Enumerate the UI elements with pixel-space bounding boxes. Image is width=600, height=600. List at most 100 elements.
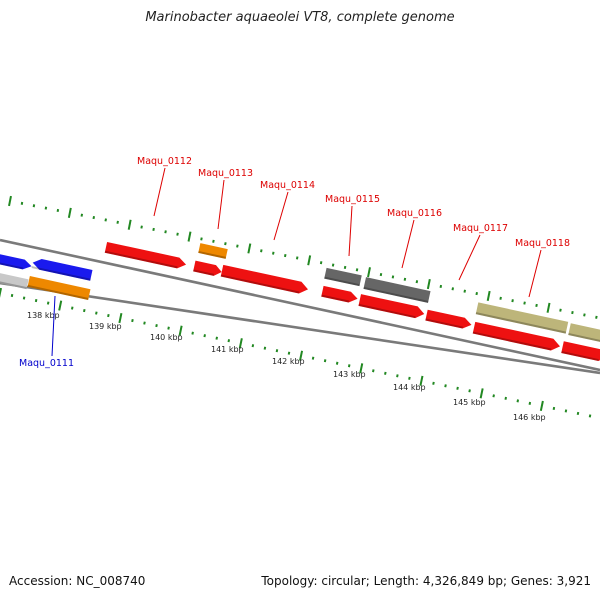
gene-arrow[interactable] [475,302,569,334]
tick-mark-lower-minor [347,364,351,368]
tick-mark-upper-minor [200,237,203,241]
tick-mark-lower-minor [552,406,556,410]
tick-mark-upper-major [546,302,551,313]
tick-mark-upper-major [8,195,12,207]
backbone-line-top [0,238,600,372]
tick-label: 145 kbp [453,398,486,407]
gene-arrow-shade [31,266,91,281]
tick-mark-upper-minor [391,275,395,279]
tick-label: 140 kbp [150,333,183,342]
tick-label: 138 kbp [27,311,60,320]
tick-label: 144 kbp [393,383,426,392]
tick-mark-upper-minor [20,201,24,205]
gene-label[interactable]: Maqu_0115 [325,194,380,205]
tick-mark-upper-major [187,231,192,242]
accession-text: Accession: NC_008740 [9,574,146,588]
tick-mark-lower-major [299,350,304,361]
tick-mark-lower-minor [384,371,387,375]
tick-mark-lower-minor [576,411,580,415]
gene-arrow-body [193,260,222,276]
gene-arrow-shade [220,274,300,294]
gene-arrow[interactable] [321,285,359,304]
tick-mark-lower-minor [203,334,206,338]
gene-arrow-shade [27,284,89,300]
gene-arrow[interactable] [104,241,187,270]
tick-mark-lower-major [0,287,2,298]
tick-mark-lower-minor [396,374,399,378]
tick-mark-lower-major [178,325,183,336]
tick-mark-upper-minor [260,249,263,253]
gene-arrow[interactable] [27,276,91,300]
tick-mark-upper-minor [104,218,107,222]
gene-arrow[interactable] [358,294,425,320]
tick-mark-upper-minor [343,265,347,270]
gene-label[interactable]: Maqu_0113 [198,168,253,179]
gene-arrow-body [0,252,32,270]
gene-arrow-body [0,270,29,290]
gene-arrow-shade [425,318,463,329]
gene-arrow-body [358,294,425,319]
tick-mark-lower-minor [372,369,375,373]
tick-mark-upper-minor [511,299,514,303]
gene-arrow-body [561,341,600,362]
gene-arrow[interactable] [561,341,600,362]
gene-label[interactable]: Maqu_0112 [137,156,192,167]
gene-label[interactable]: Maqu_0114 [260,180,315,191]
tick-mark-upper-minor [571,310,574,315]
tick-mark-lower-minor [215,336,219,340]
tick-mark-lower-minor [22,296,26,300]
gene-arrow[interactable] [472,321,562,352]
tick-mark-lower-minor [564,409,568,413]
tick-mark-upper-minor [379,272,383,277]
gene-arrow[interactable] [425,309,472,330]
gene-arrow-shade [324,276,360,287]
tick-mark-upper-minor [463,289,466,293]
tick-mark-lower-minor [227,339,231,343]
gene-arrow[interactable] [193,260,223,278]
tick-mark-lower-minor [70,306,74,310]
tick-mark-upper-major [307,255,312,266]
tick-mark-upper-minor [403,277,407,281]
tick-mark-lower-minor [143,321,146,325]
gene-arrow-shade [104,250,178,269]
tick-mark-lower-minor [516,399,520,403]
tick-mark-upper-minor [116,220,119,224]
gene-label[interactable]: Maqu_0116 [387,208,442,219]
tick-mark-upper-minor [272,251,275,255]
tick-mark-lower-minor [468,389,471,393]
gene-arrow-shade [0,278,27,290]
tick-mark-upper-minor [32,204,36,208]
gene-arrow[interactable] [0,270,29,290]
gene-label-leader [528,249,542,298]
gene-arrow[interactable] [31,257,93,281]
gene-arrow[interactable] [0,252,33,271]
tick-mark-lower-minor [323,359,327,363]
gene-label[interactable]: Maqu_0111 [19,358,74,369]
tick-mark-lower-major [58,300,63,311]
tick-label: 146 kbp [513,413,546,422]
gene-label[interactable]: Maqu_0117 [453,223,508,234]
gene-label-leader [348,205,353,257]
gene-arrow-body [198,243,228,259]
tick-mark-upper-minor [319,261,323,265]
gene-arrow[interactable] [198,243,228,259]
tick-mark-lower-minor [263,346,267,350]
tick-mark-lower-minor [10,293,14,298]
topology-summary: Topology: circular; Length: 4,326,849 bp… [261,574,591,588]
tick-mark-lower-minor [335,361,339,365]
gene-arrow[interactable] [220,264,310,295]
gene-arrow[interactable] [324,267,362,287]
tick-mark-upper-major [127,219,132,230]
gene-label-leader [458,234,481,281]
gene-arrow-body [32,258,93,281]
tick-mark-upper-minor [283,254,287,258]
gene-label-leader [153,167,166,217]
tick-mark-lower-minor [34,298,38,303]
gene-label[interactable]: Maqu_0118 [515,238,570,249]
gene-arrow-shade [561,351,599,362]
gene-arrow[interactable] [363,277,431,303]
gene-arrow[interactable] [568,323,600,345]
tick-mark-upper-minor [355,268,359,272]
gene-arrow-body [324,267,362,287]
tick-mark-lower-minor [492,394,495,398]
